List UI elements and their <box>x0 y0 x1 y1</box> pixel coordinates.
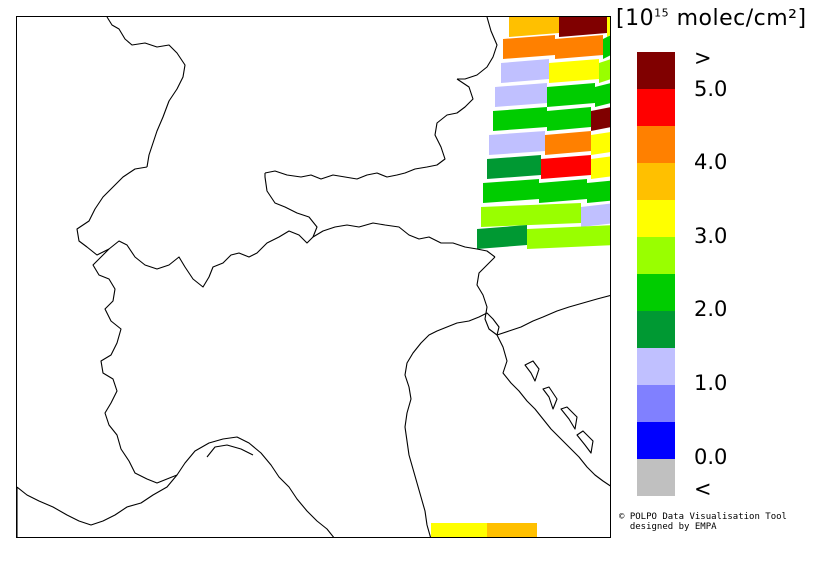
border-france-germany <box>106 17 186 168</box>
legend-swatch-9 <box>637 385 675 422</box>
legend-swatch-5 <box>637 237 675 274</box>
swath-pixel <box>581 203 610 227</box>
swath-pixel <box>431 523 487 537</box>
border-austria-west <box>312 222 496 258</box>
swath-pixel <box>607 17 610 37</box>
italy-west-coast <box>17 436 335 537</box>
swath-pixel <box>595 83 610 107</box>
map-canvas <box>17 17 610 537</box>
border-switzerland <box>76 166 318 288</box>
croatian-islands <box>524 360 594 454</box>
legend-label-1: 1.0 <box>694 371 728 395</box>
croatia-coast <box>496 334 610 487</box>
legend-label-above: > <box>694 46 712 70</box>
legend-label-5: 5.0 <box>694 77 728 101</box>
legend-swatch-2 <box>637 126 675 163</box>
legend-label-0: 0.0 <box>694 445 728 469</box>
swath-pixel <box>547 107 591 131</box>
border-italy-slovenia <box>476 256 498 336</box>
swath-pixel <box>487 155 541 179</box>
credits: © POLPO Data Visualisation Tool designed… <box>619 512 787 532</box>
legend-swatch-7 <box>637 311 675 348</box>
swath-pixel <box>477 225 527 249</box>
credits-line1: © POLPO Data Visualisation Tool <box>619 512 787 522</box>
legend-label-4: 4.0 <box>694 150 728 174</box>
legend-swatch-1 <box>637 89 675 126</box>
legend-swatch-0 <box>637 52 675 89</box>
satellite-swaths <box>431 17 610 537</box>
border-czech-austria <box>457 17 498 80</box>
swath-pixel <box>541 155 591 179</box>
swath-pixel <box>503 35 555 59</box>
border-germany-austria <box>264 78 474 180</box>
swath-pixel <box>555 35 603 59</box>
map-panel <box>16 16 611 538</box>
border-france-italy <box>92 248 178 484</box>
credits-line2: designed by EMPA <box>629 522 717 532</box>
swath-pixel <box>545 131 591 155</box>
swath-pixel <box>591 132 610 155</box>
legend-colorbar <box>637 52 675 496</box>
legend-swatch-6 <box>637 274 675 311</box>
swath-pixel <box>509 17 559 37</box>
swath-pixel <box>599 59 610 83</box>
unit-exponent: 15 <box>654 6 670 20</box>
legend-swatch-8 <box>637 348 675 385</box>
country-boundaries <box>17 17 610 537</box>
legend-label-2: 2.0 <box>694 297 728 321</box>
swath-pixel <box>603 35 610 59</box>
legend-title: [1015 molec/cm²] <box>616 6 807 31</box>
swath-pixel <box>481 203 581 227</box>
italy-inner-boundary <box>206 444 254 458</box>
swath-pixel <box>493 107 547 131</box>
swath-pixel <box>489 131 545 155</box>
legend-label-below: < <box>694 477 712 501</box>
swath-pixel <box>549 59 599 83</box>
swath-pixel <box>539 179 587 203</box>
legend-swatch-3 <box>637 163 675 200</box>
swath-pixel <box>559 17 607 37</box>
legend-swatch-10 <box>637 422 675 459</box>
legend-label-3: 3.0 <box>694 224 728 248</box>
swath-pixel <box>527 225 610 249</box>
swath-pixel <box>591 156 610 179</box>
legend-swatch-11 <box>637 459 675 496</box>
swath-pixel <box>591 107 610 131</box>
border-slovenia-croatia <box>496 294 610 336</box>
swath-pixel <box>587 180 610 203</box>
legend-swatch-4 <box>637 200 675 237</box>
italy-east-coast <box>404 312 500 537</box>
swath-pixel <box>547 83 595 107</box>
swath-pixel <box>483 179 539 203</box>
swath-pixel <box>501 59 549 83</box>
unit-prefix: 10 <box>625 6 655 31</box>
unit-suffix: molec/cm² <box>669 6 798 31</box>
swath-pixel <box>495 83 547 107</box>
swath-pixel <box>487 523 537 537</box>
